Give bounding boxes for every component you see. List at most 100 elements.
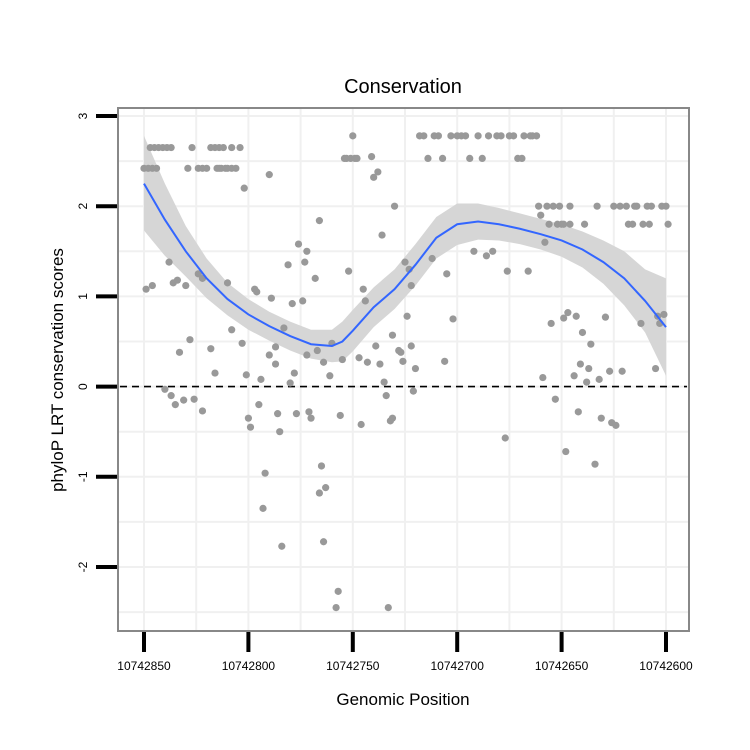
data-point [647,202,655,210]
data-point [203,164,211,172]
x-axis-label: Genomic Position [336,690,469,709]
x-tick-label: 10742800 [222,659,276,673]
data-point [265,171,273,179]
data-point [357,420,365,429]
data-point [152,164,161,172]
data-point [388,414,397,422]
data-point [280,324,288,332]
data-point [585,364,593,373]
data-point [399,357,407,365]
data-point [610,202,618,210]
data-point [194,270,202,278]
data-point [253,288,261,296]
data-point [259,504,267,512]
data-point [359,285,367,293]
data-point [628,220,637,228]
data-point [378,231,386,239]
data-point [294,240,303,248]
data-point [497,132,505,140]
data-point [215,164,223,172]
data-point [388,331,397,339]
x-axis: 10742850 10742800 10742750 10742700 10742650… [117,632,693,673]
y-tick-label: 1 [76,293,90,300]
data-point [478,154,486,162]
data-point [278,542,286,550]
x-tick-label: 10742700 [431,659,485,673]
data-point [184,164,192,172]
data-point [240,184,248,192]
data-point [223,279,232,287]
data-point [622,202,630,210]
y-tick-label: -1 [76,471,90,482]
confidence-band [144,135,666,376]
data-point [503,267,511,275]
data-point [303,351,311,359]
data-point [186,336,194,344]
data-point [434,132,443,140]
data-point [261,469,269,477]
data-point [664,220,672,228]
data-point [401,258,409,266]
data-point [411,364,420,373]
x-tick-label: 10742850 [117,659,171,673]
data-point [336,411,344,420]
data-point [292,410,301,418]
data-point [228,143,236,152]
data-point [606,367,614,375]
data-point [315,217,323,225]
data-point [566,220,574,228]
data-point [284,261,292,269]
data-point [370,173,378,181]
chart-title: Conservation [344,76,462,98]
data-point [645,220,653,228]
data-point [372,342,380,350]
data-point [639,220,647,228]
x-tick-label: 10742750 [326,659,380,673]
data-point [299,297,307,305]
data-point [574,408,582,416]
data-point [443,270,451,278]
data-point [305,408,313,416]
y-axis: 3 2 1 0 -1 -2 [76,112,117,572]
data-point [482,252,491,260]
score-points [140,132,672,612]
data-point [518,154,526,162]
data-point [560,314,568,322]
data-point [545,220,553,228]
x-tick-label: 10742650 [535,659,589,673]
data-point [570,372,578,380]
data-point [441,357,449,365]
data-point [564,309,572,317]
data-point [539,373,547,382]
data-point [238,339,246,347]
data-point [537,211,545,219]
data-point [566,202,574,210]
data-point [338,355,346,364]
data-point [424,154,432,162]
data-point [315,489,323,497]
data-point [290,369,298,377]
data-point [595,375,603,383]
data-point [228,326,236,334]
data-point [334,587,342,595]
data-point [271,360,280,368]
data-point [232,164,240,172]
data-point [219,143,227,152]
data-point [449,315,457,323]
data-point [382,392,390,400]
data-point [651,364,660,373]
data-point [173,276,182,284]
data-point [407,281,415,290]
data-point [246,423,255,431]
data-point [313,346,321,355]
data-point [384,603,392,612]
data-point [633,202,641,210]
data-point [207,345,215,353]
data-point [355,354,363,362]
data-point [390,202,399,210]
data-point [188,143,196,152]
data-point [501,434,509,442]
data-point [165,258,173,266]
data-point [420,132,428,140]
data-point [637,319,645,328]
